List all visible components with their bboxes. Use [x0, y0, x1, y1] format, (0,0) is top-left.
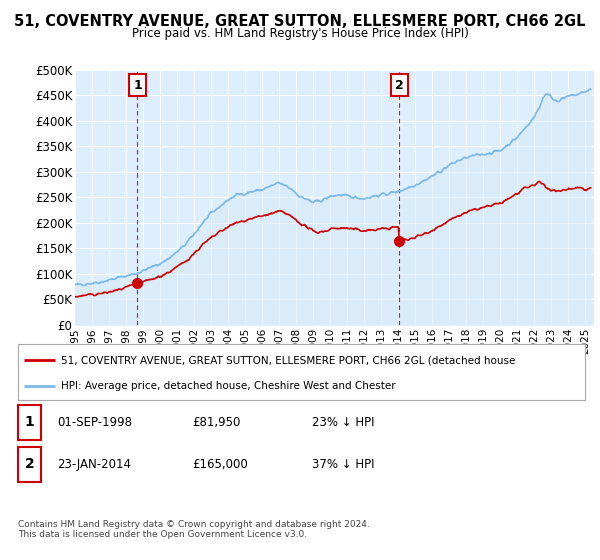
Text: 1: 1: [25, 416, 34, 429]
Text: HPI: Average price, detached house, Cheshire West and Chester: HPI: Average price, detached house, Ches…: [61, 381, 395, 391]
Text: 51, COVENTRY AVENUE, GREAT SUTTON, ELLESMERE PORT, CH66 2GL (detached house: 51, COVENTRY AVENUE, GREAT SUTTON, ELLES…: [61, 355, 515, 365]
Text: 01-SEP-1998: 01-SEP-1998: [57, 416, 132, 429]
Text: 51, COVENTRY AVENUE, GREAT SUTTON, ELLESMERE PORT, CH66 2GL: 51, COVENTRY AVENUE, GREAT SUTTON, ELLES…: [14, 14, 586, 29]
Text: Price paid vs. HM Land Registry's House Price Index (HPI): Price paid vs. HM Land Registry's House …: [131, 27, 469, 40]
Text: £81,950: £81,950: [192, 416, 241, 429]
Text: 2: 2: [395, 79, 404, 92]
Text: £165,000: £165,000: [192, 458, 248, 471]
Text: 37% ↓ HPI: 37% ↓ HPI: [312, 458, 374, 471]
Text: 2: 2: [25, 457, 34, 472]
Text: 23-JAN-2014: 23-JAN-2014: [57, 458, 131, 471]
Text: 1: 1: [133, 79, 142, 92]
Text: 23% ↓ HPI: 23% ↓ HPI: [312, 416, 374, 429]
Text: Contains HM Land Registry data © Crown copyright and database right 2024.
This d: Contains HM Land Registry data © Crown c…: [18, 520, 370, 539]
